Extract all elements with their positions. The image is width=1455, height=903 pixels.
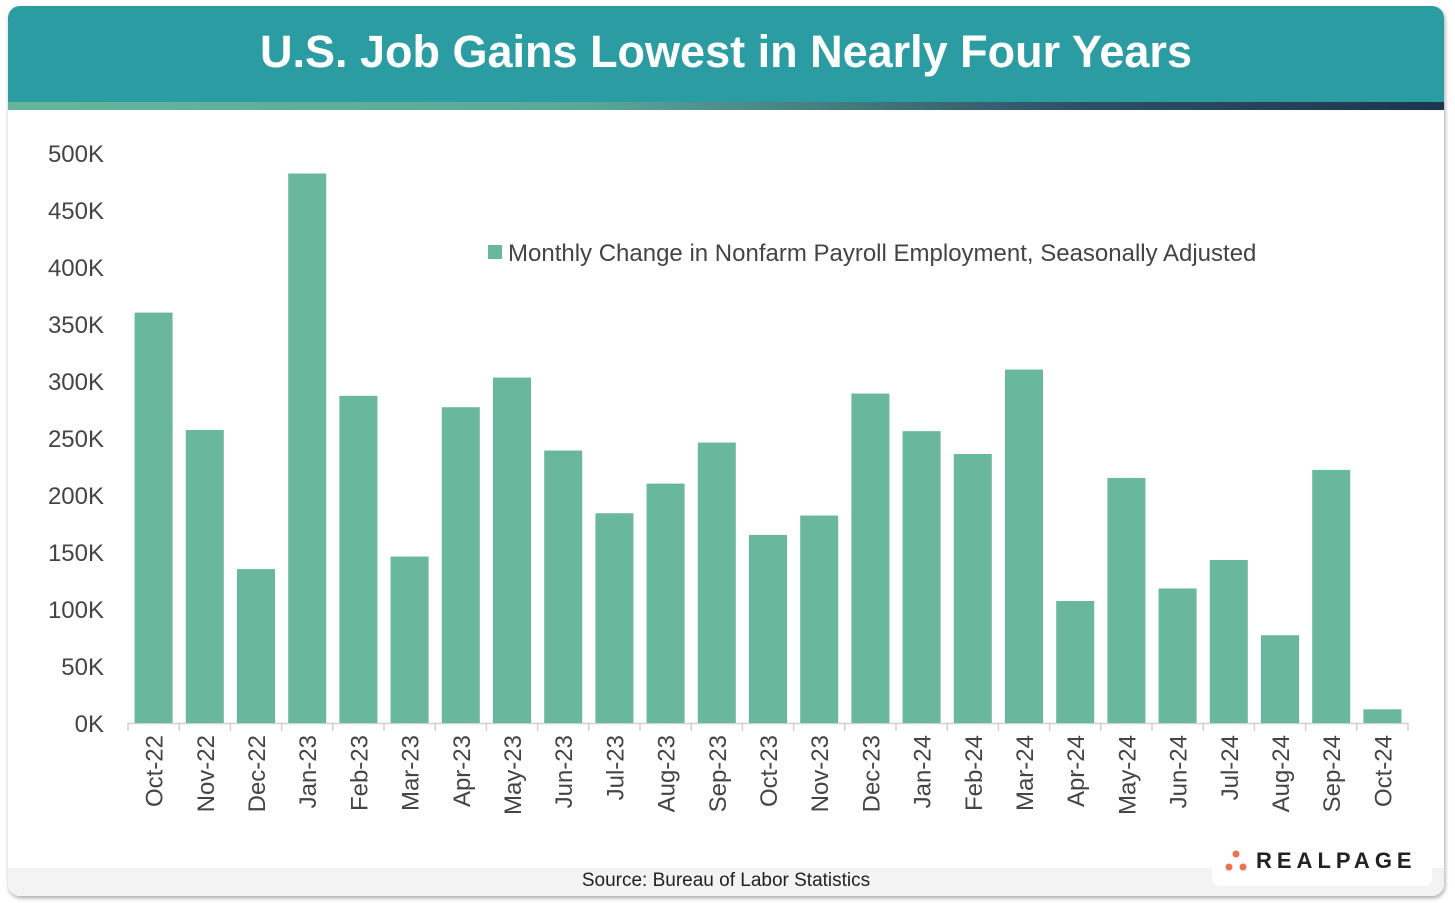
logo-dots-icon (1225, 850, 1247, 871)
bar-feb-23 (339, 395, 378, 723)
y-tick-label: 450K (48, 198, 104, 225)
y-tick-label: 250K (48, 426, 104, 453)
y-tick-label: 50K (61, 654, 104, 681)
bar-dec-23 (851, 393, 890, 723)
y-tick-label: 300K (48, 369, 104, 396)
x-tick-label: Jun-23 (551, 735, 578, 808)
x-tick-label: Oct-24 (1370, 735, 1397, 807)
bar-apr-24 (1056, 601, 1095, 723)
x-tick-label: Nov-22 (193, 735, 220, 812)
y-tick-label: 150K (48, 540, 104, 567)
bar-mar-24 (1005, 369, 1043, 723)
y-tick-label: 200K (48, 483, 104, 510)
bar-nov-23 (800, 515, 839, 723)
bar-sep-24 (1312, 469, 1351, 723)
bar-mar-23 (390, 556, 429, 723)
x-tick-label: Apr-24 (1063, 735, 1090, 807)
y-tick-label: 0K (75, 711, 104, 738)
y-tick-label: 350K (48, 312, 104, 339)
x-tick-label: Jul-23 (602, 735, 629, 800)
footer-band (8, 868, 1444, 896)
legend-label: Monthly Change in Nonfarm Payroll Employ… (508, 240, 1256, 267)
title-banner (8, 6, 1444, 102)
x-tick-label: May-24 (1114, 735, 1141, 815)
y-tick-label: 400K (48, 255, 104, 282)
x-tick-label: Oct-23 (756, 735, 783, 807)
x-tick-label: May-23 (500, 735, 527, 815)
x-tick-label: Jan-24 (910, 735, 937, 808)
x-tick-label: Dec-22 (244, 735, 271, 812)
bar-aug-23 (646, 483, 685, 723)
bar-jan-23 (288, 173, 327, 723)
x-tick-label: Jan-23 (295, 735, 322, 808)
bar-jan-24 (902, 431, 941, 723)
x-tick-label: Feb-24 (961, 735, 988, 811)
x-tick-label: Nov-23 (807, 735, 834, 812)
x-tick-label: Apr-23 (449, 735, 476, 807)
chart-card: U.S. Job Gains Lowest in Nearly Four Yea… (8, 6, 1444, 896)
bar-oct-22 (134, 312, 173, 723)
y-tick-label: 500K (48, 141, 104, 168)
logo-text: REALPAGE (1256, 848, 1417, 873)
x-tick-label: Sep-23 (705, 735, 732, 812)
x-tick-label: Oct-22 (142, 735, 169, 807)
bar-oct-24 (1363, 709, 1402, 723)
bar-oct-23 (749, 534, 787, 723)
x-tick-label: Jun-24 (1166, 735, 1193, 808)
bar-may-24 (1107, 477, 1146, 723)
x-tick-label: Sep-24 (1319, 735, 1346, 812)
x-tick-label: Mar-24 (1012, 735, 1039, 811)
x-tick-label: Dec-23 (858, 735, 885, 812)
realpage-logo: REALPAGE (1212, 836, 1432, 886)
chart-title: U.S. Job Gains Lowest in Nearly Four Yea… (260, 26, 1192, 77)
bar-jul-24 (1209, 559, 1248, 723)
x-tick-label: Jul-24 (1217, 735, 1244, 800)
y-tick-label: 100K (48, 597, 104, 624)
source-note: Source: Bureau of Labor Statistics (581, 870, 871, 891)
bar-may-23 (493, 377, 531, 723)
bar-dec-22 (237, 569, 275, 723)
x-tick-label: Aug-23 (654, 735, 681, 812)
bar-nov-22 (185, 430, 224, 723)
bar-feb-24 (953, 453, 992, 723)
bar-jun-24 (1158, 588, 1197, 723)
bar-jul-23 (595, 513, 634, 723)
legend-swatch (488, 245, 502, 259)
bar-aug-24 (1261, 635, 1299, 723)
x-tick-label: Mar-23 (398, 735, 425, 811)
x-tick-label: Aug-24 (1268, 735, 1295, 812)
bar-jun-23 (544, 450, 583, 723)
banner-stripe (8, 102, 1444, 110)
bar-sep-23 (697, 442, 736, 723)
bar-apr-23 (441, 407, 480, 723)
x-tick-label: Feb-23 (346, 735, 373, 811)
